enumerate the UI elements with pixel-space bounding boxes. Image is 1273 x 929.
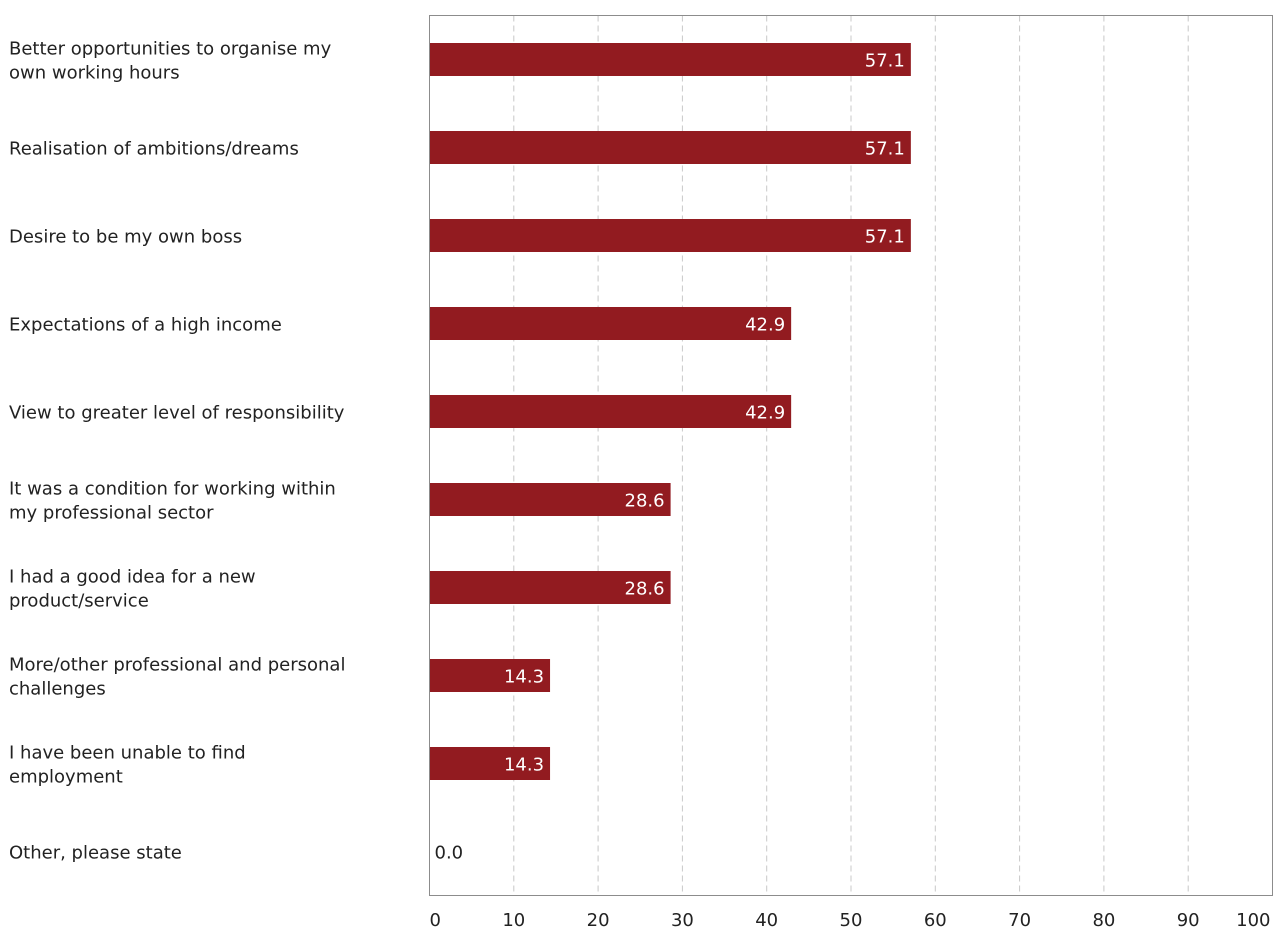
category-label: Expectations of a high income [9,315,282,336]
bar-value-label: 0.0 [435,843,464,864]
bar [429,571,671,604]
bar-value-label: 42.9 [745,315,785,336]
category-label-line: own working hours [9,63,180,84]
category-label-line: challenges [9,679,106,700]
x-tick-label: 90 [1177,910,1200,929]
bar-value-label: 28.6 [625,491,665,512]
category-label-line: I have been unable to find [9,743,246,764]
bar [429,395,792,428]
category-label-line: product/service [9,591,149,612]
category-label-line: Desire to be my own boss [9,227,242,248]
category-label: View to greater level of responsibility [9,403,345,424]
bar-value-label: 42.9 [745,403,785,424]
bar [429,219,911,252]
category-label-line: Other, please state [9,843,182,864]
bar-value-label: 14.3 [504,755,544,776]
bar [429,747,551,780]
category-label: More/other professional and personal chal… [9,655,345,700]
category-label-line: Expectations of a high income [9,315,282,336]
category-label: I had a good idea for a new product/servi… [9,567,256,612]
x-tick-label: 0 [430,910,441,929]
category-label: Realisation of ambitions/dreams [9,139,299,160]
category-label-line: Realisation of ambitions/dreams [9,139,299,160]
bar [429,483,671,516]
bar-value-label: 57.1 [865,51,905,72]
category-label: Desire to be my own boss [9,227,242,248]
category-label: It was a condition for working within my … [9,479,336,524]
bar-value-label: 57.1 [865,227,905,248]
x-axis-ticks: 0 10 20 30 40 50 60 70 80 90 100 [430,910,1271,929]
x-tick-label: 40 [755,910,778,929]
x-tick-label: 10 [502,910,525,929]
bar [429,307,792,340]
x-tick-label: 70 [1008,910,1031,929]
bars: 57.1 57.1 57.1 42.9 42.9 28.6 28.6 14.3 14.3 0.0 [429,43,911,864]
x-tick-label: 30 [671,910,694,929]
bar-value-label: 57.1 [865,139,905,160]
bar [429,131,911,164]
x-tick-label: 50 [840,910,863,929]
gridlines [513,15,1189,896]
bar-value-label: 28.6 [625,579,665,600]
x-tick-label: 20 [587,910,610,929]
category-label: Better opportunities to organise my own w… [9,39,332,84]
category-label-line: More/other professional and personal [9,655,345,676]
x-tick-label: 100 [1236,910,1270,929]
category-label-line: I had a good idea for a new [9,567,256,588]
category-label-line: It was a condition for working within [9,479,336,500]
x-tick-label: 60 [924,910,947,929]
category-label-line: my professional sector [9,503,214,524]
category-label-line: Better opportunities to organise my [9,39,332,60]
category-label: I have been unable to find employment [9,743,246,788]
category-label-line: employment [9,767,123,788]
category-label: Other, please state [9,843,182,864]
x-tick-label: 80 [1092,910,1115,929]
bar [429,659,551,692]
bar-value-label: 14.3 [504,667,544,688]
category-labels: Better opportunities to organise my own w… [9,39,345,864]
bar [429,43,911,76]
category-label-line: View to greater level of responsibility [9,403,345,424]
